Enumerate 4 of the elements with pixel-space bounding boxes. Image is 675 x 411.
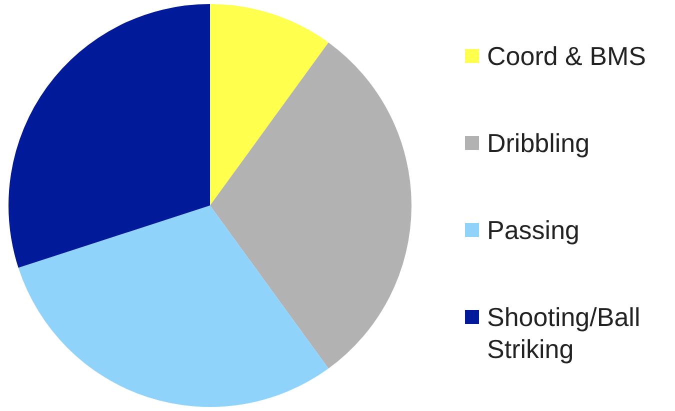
legend-label: Dribbling [487,127,590,159]
legend-label: Shooting/Ball Striking [487,301,642,365]
legend-label: Coord & BMS [487,40,646,72]
legend-label: Passing [487,214,580,246]
